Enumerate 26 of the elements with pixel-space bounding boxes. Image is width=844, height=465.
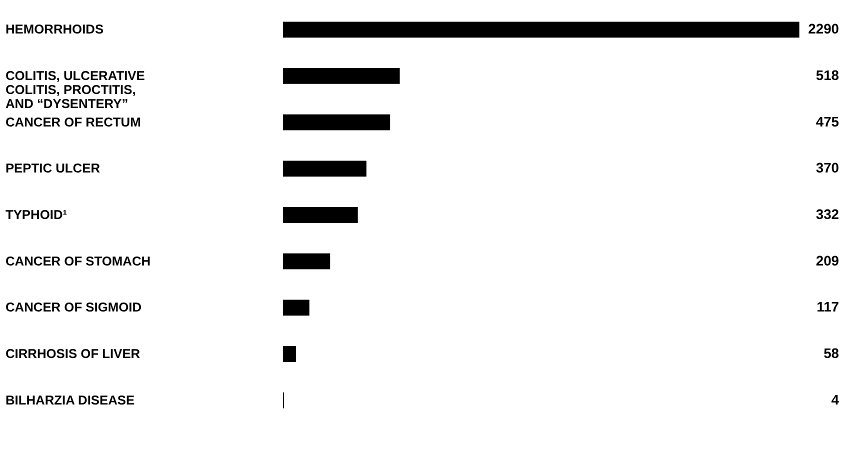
bar xyxy=(282,114,390,130)
y-tick-label: TYPHOID¹ xyxy=(5,206,68,222)
bar xyxy=(282,68,400,84)
y-tick-label: PEPTIC ULCER xyxy=(5,160,101,176)
data-label: 117 xyxy=(816,298,840,315)
y-tick-label: CANCER OF RECTUM xyxy=(5,114,141,130)
y-tick-label: HEMORRHOIDS xyxy=(5,22,104,37)
y-tick-label: CANCER OF SIGMOID xyxy=(5,300,142,315)
data-label: 209 xyxy=(816,252,840,268)
bar xyxy=(282,346,296,362)
data-label: 332 xyxy=(816,206,840,222)
y-tick-label: BILHARZIA DISEASE xyxy=(5,392,136,408)
bar xyxy=(282,207,358,223)
data-label: 4 xyxy=(831,391,840,408)
data-label: 370 xyxy=(816,160,840,176)
y-tick-label: CANCER OF STOMACH xyxy=(5,253,151,268)
data-label: 2290 xyxy=(808,20,840,37)
bar xyxy=(282,22,800,38)
y-tick-label: CIRRHOSIS OF LIVER xyxy=(5,346,141,361)
y-tick-label: COLITIS, ULCERATIVE COLITIS, PROCTITIS, AND “DYSENTERY” xyxy=(5,68,146,111)
data-label: 518 xyxy=(816,66,840,83)
bar xyxy=(282,300,310,316)
data-label: 58 xyxy=(824,344,840,361)
bar xyxy=(282,160,366,177)
bar xyxy=(282,253,330,270)
data-label: 475 xyxy=(816,113,840,130)
